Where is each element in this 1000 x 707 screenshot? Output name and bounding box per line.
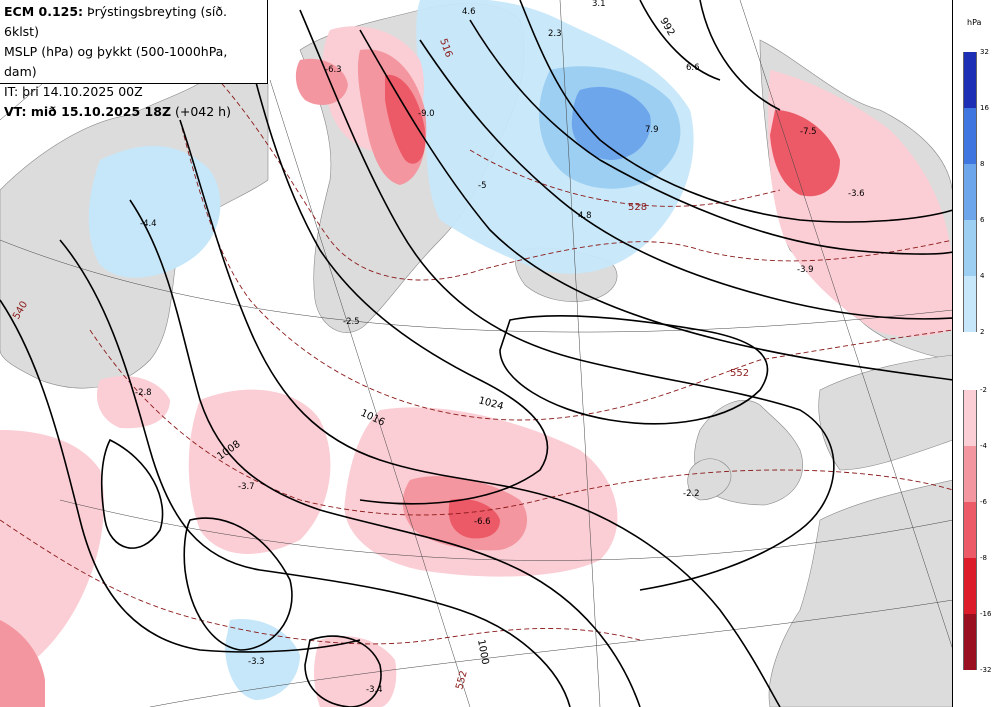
- valid-time: VT: mið 15.10.2025 18Z: [4, 104, 172, 119]
- rise-swatch: [963, 220, 977, 276]
- lead-time: (+042 h): [175, 104, 231, 119]
- change-label: 3.1: [592, 0, 606, 9]
- fall-tick: -32: [980, 666, 992, 674]
- change-label: -5: [478, 181, 486, 191]
- fall-tick: -6: [980, 498, 987, 506]
- map-header: ECM 0.125: Þrýstingsbreyting (síð. 6klst…: [0, 0, 268, 119]
- change-label: -9.0: [418, 109, 435, 119]
- change-label: 4.8: [578, 211, 592, 221]
- fall-tick: -4: [980, 442, 987, 450]
- rise-swatch: [963, 52, 977, 108]
- change-label: -7.5: [800, 127, 817, 137]
- rise-tick: 6: [980, 216, 985, 224]
- change-label: -3.4: [366, 685, 383, 695]
- fall-swatch: [963, 390, 977, 446]
- change-label: -2.2: [683, 489, 700, 499]
- thickness-lines: [0, 59, 952, 645]
- change-label: 4.6: [462, 7, 476, 17]
- isobar-label-1000: 1000: [475, 639, 490, 666]
- map-svg: 1024 1016 1008 1000 992 552 528 540 516 …: [0, 0, 952, 707]
- rise-tick: 4: [980, 272, 985, 280]
- fall-swatch: [963, 614, 977, 670]
- fall-swatch: [963, 502, 977, 558]
- isobars: [0, 0, 952, 707]
- change-labels: -6.3 -9.0 4.6 2.3 3.1 7.9 6.6 -7.5 -3.6 …: [135, 0, 865, 695]
- rise-tick: 16: [980, 104, 989, 112]
- rise-swatch: [963, 108, 977, 164]
- legend-unit: hPa: [967, 18, 982, 27]
- fall-swatch: [963, 446, 977, 502]
- rise-swatch: [963, 276, 977, 332]
- change-label: -6.3: [325, 65, 342, 75]
- header-line-2: MSLP (hPa) og þykkt (500-1000hPa, dam): [4, 44, 228, 79]
- change-label: -2.8: [135, 388, 152, 398]
- rise-tick: 2: [980, 328, 985, 336]
- fall-tick: -16: [980, 610, 992, 618]
- header-title: Þrýstingsbreyting (síð. 6klst): [4, 4, 227, 39]
- pressure-change-shading: [0, 0, 952, 707]
- thickness-label-528: 528: [628, 202, 647, 213]
- header-line-3: IT: þri 14.10.2025 00Z: [4, 84, 143, 99]
- change-label: 2.3: [548, 29, 562, 39]
- thickness-label-552b: 552: [454, 669, 470, 690]
- change-label: -3.3: [248, 657, 265, 667]
- rise-tick: 32: [980, 48, 989, 56]
- header-line-1: ECM 0.125: Þrýstingsbreyting (síð. 6klst…: [4, 2, 263, 42]
- change-label: -3.7: [238, 482, 255, 492]
- rise-swatch: [963, 164, 977, 220]
- color-legend: hPa 32 16 8 6 4 2 -2 -4 -6 -8 -16 -32: [953, 0, 1000, 707]
- header-line-4: VT: mið 15.10.2025 18Z (+042 h): [4, 102, 263, 122]
- change-label: 7.9: [645, 125, 659, 135]
- model-name: ECM 0.125:: [4, 4, 84, 19]
- fall-tick: -2: [980, 386, 987, 394]
- change-label: 6.6: [686, 63, 700, 73]
- thickness-label-552: 552: [730, 368, 749, 379]
- change-label: -3.6: [848, 189, 865, 199]
- change-label: -4.4: [140, 219, 157, 229]
- fall-tick: -8: [980, 554, 987, 562]
- weather-map: 1024 1016 1008 1000 992 552 528 540 516 …: [0, 0, 953, 707]
- rise-tick: 8: [980, 160, 985, 168]
- change-label: -2.5: [343, 317, 360, 327]
- thickness-labels: 552 528 540 516 552: [11, 37, 749, 691]
- change-label: -6.6: [474, 517, 491, 527]
- change-label: -3.9: [797, 265, 814, 275]
- fall-swatch: [963, 558, 977, 614]
